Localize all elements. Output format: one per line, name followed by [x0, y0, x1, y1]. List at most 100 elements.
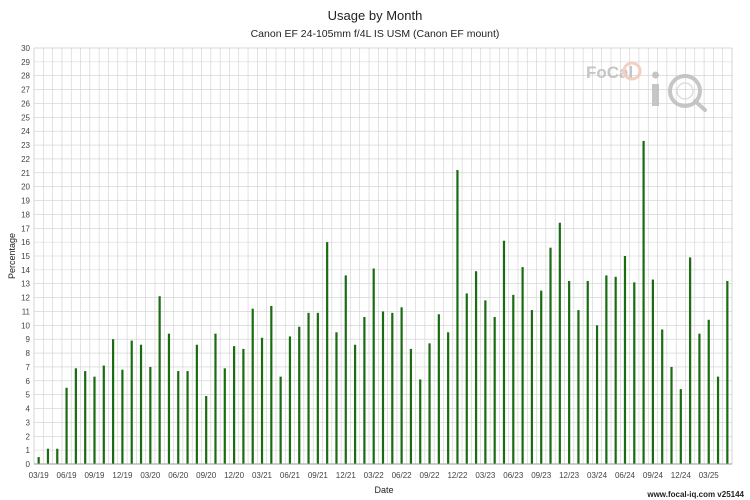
y-tick-label: 21 — [21, 169, 30, 178]
y-tick-label: 25 — [21, 113, 30, 122]
bar — [521, 267, 524, 464]
logo-i-dot — [652, 71, 659, 79]
logo-q-inner — [676, 82, 694, 100]
y-tick-label: 16 — [21, 238, 30, 247]
x-tick-labels: 03/19 06/19 09/19 12/19 03/20 06/20 09/20 12/20… — [29, 471, 720, 480]
bar — [242, 348, 245, 464]
bar — [595, 325, 599, 464]
y-tick-label: 22 — [21, 155, 30, 164]
y-tick-label: 26 — [21, 99, 30, 108]
bar — [623, 256, 627, 464]
x-tick-label: 09/21 — [308, 471, 329, 480]
bar — [56, 448, 59, 464]
bar — [447, 332, 450, 464]
x-tick-label: 06/20 — [168, 471, 189, 480]
bar — [195, 344, 198, 464]
y-tick-label: 12 — [21, 294, 30, 303]
x-tick-label: 03/19 — [29, 471, 50, 480]
y-tick-label: 0 — [26, 460, 31, 469]
chart-subtitle: Canon EF 24-105mm f/4L IS USM (Canon EF … — [251, 28, 500, 40]
x-tick-label: 03/20 — [140, 471, 161, 480]
logo-q-tail — [693, 99, 707, 112]
y-tick-label: 10 — [21, 321, 30, 330]
y-tick-label: 15 — [21, 252, 30, 261]
x-tick-label: 12/21 — [336, 471, 357, 480]
bar — [344, 275, 347, 464]
bar — [651, 279, 654, 464]
bar — [251, 308, 254, 464]
x-tick-label: 12/24 — [671, 471, 692, 480]
bar — [326, 242, 329, 464]
bar-series — [37, 140, 729, 464]
bar — [121, 369, 124, 464]
bar — [205, 396, 208, 464]
bar — [679, 389, 682, 464]
bar — [577, 310, 580, 464]
y-axis-label: Percentage — [7, 233, 17, 279]
bar — [177, 371, 180, 464]
x-axis-label: Date — [374, 485, 393, 495]
bar — [270, 305, 273, 464]
bar — [93, 376, 96, 464]
y-tick-label: 24 — [21, 127, 30, 136]
y-tick-label: 8 — [26, 349, 31, 358]
bar — [74, 368, 77, 464]
bar — [260, 337, 264, 464]
bar — [456, 170, 459, 464]
y-tick-label: 20 — [21, 183, 30, 192]
y-tick-label: 17 — [21, 224, 30, 233]
bar — [223, 368, 226, 464]
y-tick-label: 2 — [26, 432, 31, 441]
bar — [65, 387, 68, 464]
bar — [279, 376, 282, 464]
y-tick-label: 29 — [21, 58, 30, 67]
bar — [158, 296, 161, 464]
y-tick-label: 6 — [26, 377, 31, 386]
bar — [689, 257, 692, 464]
bar — [540, 290, 543, 464]
bar — [726, 280, 729, 464]
x-tick-label: 06/19 — [57, 471, 78, 480]
bar — [419, 379, 422, 464]
bar — [298, 326, 301, 464]
bar — [288, 336, 292, 464]
bar — [670, 366, 673, 464]
bar — [614, 276, 617, 464]
bar — [465, 293, 468, 464]
bar — [391, 312, 394, 464]
bar — [661, 329, 664, 464]
x-tick-label: 03/23 — [475, 471, 496, 480]
x-tick-label: 12/20 — [224, 471, 245, 480]
x-tick-label: 12/19 — [112, 471, 133, 480]
y-tick-label: 7 — [26, 363, 31, 372]
x-tick-label: 09/22 — [420, 471, 441, 480]
x-tick-label: 06/21 — [280, 471, 301, 480]
y-tick-label: 18 — [21, 210, 30, 219]
y-tick-label: 1 — [26, 446, 31, 455]
bar — [633, 282, 636, 464]
y-tick-label: 14 — [21, 266, 30, 275]
bar — [698, 333, 701, 464]
bar — [484, 300, 487, 464]
bar — [363, 317, 366, 464]
bar — [642, 140, 645, 464]
bar — [437, 314, 440, 464]
x-tick-label: 09/19 — [84, 471, 105, 480]
bar — [130, 340, 133, 464]
bar — [335, 332, 338, 464]
y-tick-labels: 0123456789101112131415161718192021222324… — [21, 44, 30, 469]
y-tick-label: 4 — [26, 405, 31, 414]
bar — [46, 448, 50, 464]
y-tick-label: 27 — [21, 86, 30, 95]
logo-i-bar — [652, 84, 659, 106]
bar — [512, 294, 515, 464]
y-tick-label: 13 — [21, 280, 30, 289]
bar — [84, 371, 87, 464]
y-tick-label: 11 — [22, 307, 31, 316]
x-tick-label: 03/25 — [699, 471, 720, 480]
x-tick-label: 03/22 — [364, 471, 385, 480]
x-tick-label: 12/23 — [559, 471, 580, 480]
x-tick-label: 09/23 — [531, 471, 552, 480]
bar — [381, 311, 385, 464]
